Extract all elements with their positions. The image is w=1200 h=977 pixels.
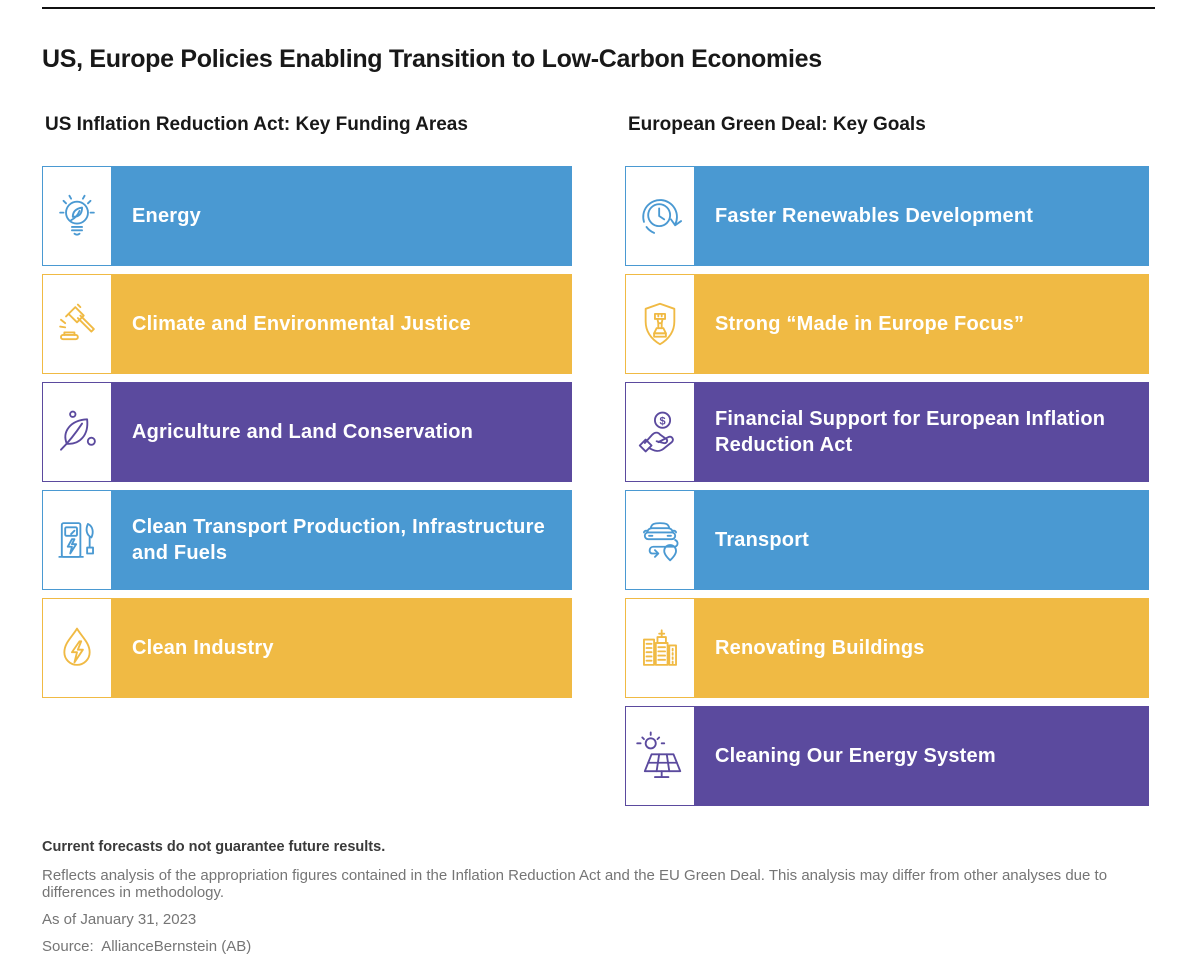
analysis-note: Reflects analysis of the appropriation f…: [42, 867, 1112, 901]
buildings-icon: [625, 598, 695, 698]
policy-label: Cleaning Our Energy System: [715, 745, 996, 767]
policy-row: Clean Transport Production, Infrastructu…: [42, 490, 572, 590]
lightbulb-leaf-icon: [42, 166, 112, 266]
policy-bar: Transport: [695, 490, 1149, 590]
as-of-date: As of January 31, 2023: [42, 911, 197, 928]
policy-bar: Climate and Environmental Justice: [112, 274, 572, 374]
policy-bar: Energy: [112, 166, 572, 266]
policy-label: Financial Support for European Inflation…: [715, 408, 1106, 456]
infographic: US, Europe Policies Enabling Transition …: [42, 7, 1155, 955]
panel-heading-eu: European Green Deal: Key Goals: [628, 114, 926, 135]
policy-row: Clean Industry: [42, 598, 572, 698]
leaf-icon: [42, 382, 112, 482]
clock-arrow-icon: [625, 166, 695, 266]
policy-row: Energy: [42, 166, 572, 266]
policy-label: Energy: [132, 205, 202, 227]
policy-label: Climate and Environmental Justice: [132, 313, 471, 335]
footnotes: Current forecasts do not guarantee futur…: [42, 839, 1155, 955]
policy-bar: Renovating Buildings: [695, 598, 1149, 698]
policy-bar: Cleaning Our Energy System: [695, 706, 1149, 806]
policy-bar: Faster Renewables Development: [695, 166, 1149, 266]
policy-bar: Strong “Made in Europe Focus”: [695, 274, 1149, 374]
droplet-bolt-icon: [42, 598, 112, 698]
ev-charger-icon: [42, 490, 112, 590]
policy-row: Strong “Made in Europe Focus”: [625, 274, 1149, 374]
policy-row: Agriculture and Land Conservation: [42, 382, 572, 482]
policy-label: Faster Renewables Development: [715, 205, 1034, 227]
panel-rows-eu: Faster Renewables Development Strong “Mad…: [625, 166, 1149, 806]
panel-rows-us: Energy Climate and Environmental Justice A…: [42, 166, 572, 698]
policy-row: Renovating Buildings: [625, 598, 1149, 698]
policy-bar: Financial Support for European Inflation…: [695, 382, 1149, 482]
source-note: Source: AllianceBernstein (AB): [42, 938, 252, 955]
panels-container: US Inflation Reduction Act: Key Funding …: [42, 114, 1155, 806]
policy-row: Cleaning Our Energy System: [625, 706, 1149, 806]
page-title: US, Europe Policies Enabling Transition …: [42, 45, 822, 73]
shield-rook-icon: [625, 274, 695, 374]
policy-label: Transport: [715, 529, 810, 551]
policy-label: Agriculture and Land Conservation: [132, 421, 474, 443]
policy-label: Clean Transport Production, Infrastructu…: [132, 516, 545, 564]
disclaimer-note: Current forecasts do not guarantee futur…: [42, 839, 386, 855]
policy-bar: Agriculture and Land Conservation: [112, 382, 572, 482]
svg-text:$: $: [659, 415, 665, 427]
car-route-icon: [625, 490, 695, 590]
top-rule: [42, 7, 1155, 9]
hand-coin-icon: $: [625, 382, 695, 482]
policy-row: Faster Renewables Development: [625, 166, 1149, 266]
policy-label: Strong “Made in Europe Focus”: [715, 313, 1025, 335]
panel-eu-green-deal: European Green Deal: Key Goals Faster Re…: [625, 114, 1149, 806]
solar-panel-icon: [625, 706, 695, 806]
policy-label: Clean Industry: [132, 637, 274, 659]
policy-bar: Clean Industry: [112, 598, 572, 698]
policy-label: Renovating Buildings: [715, 637, 925, 659]
policy-row: $ Financial Support for European Inflatio…: [625, 382, 1149, 482]
panel-heading-us: US Inflation Reduction Act: Key Funding …: [45, 114, 468, 135]
policy-row: Climate and Environmental Justice: [42, 274, 572, 374]
policy-bar: Clean Transport Production, Infrastructu…: [112, 490, 572, 590]
gavel-icon: [42, 274, 112, 374]
policy-row: Transport: [625, 490, 1149, 590]
panel-us-ira: US Inflation Reduction Act: Key Funding …: [42, 114, 572, 698]
